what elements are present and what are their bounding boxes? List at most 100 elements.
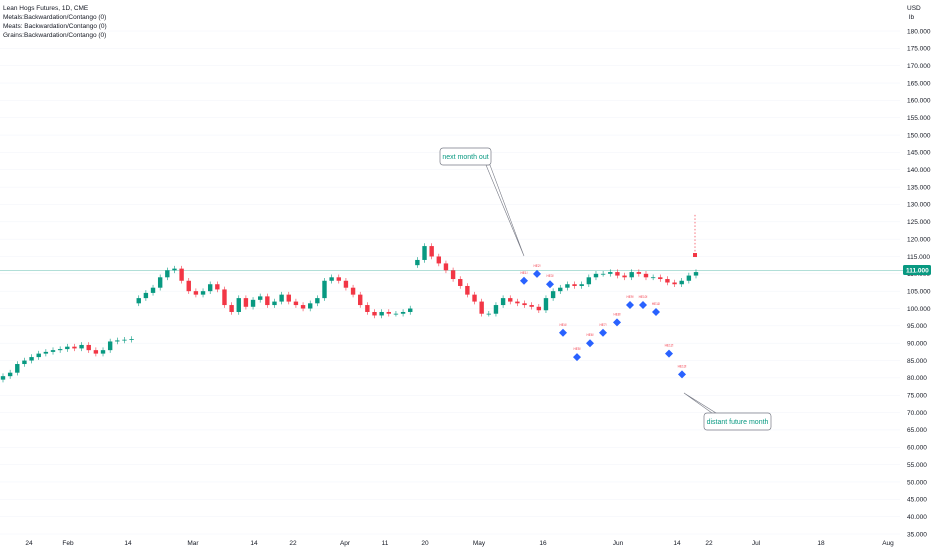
candle-body — [672, 282, 677, 285]
candle-body — [86, 344, 91, 351]
candle-body — [658, 277, 663, 280]
y-tick-label: 50.000 — [907, 479, 927, 486]
candle-body — [293, 301, 299, 306]
candle-body — [157, 277, 163, 288]
candle-body — [615, 272, 620, 276]
candle-body — [200, 291, 206, 295]
y-tick-label: 130.000 — [907, 202, 931, 209]
x-tick-label: 14 — [673, 540, 681, 547]
candle-body — [443, 263, 449, 271]
candle-body — [22, 360, 27, 365]
y-tick-label: 160.000 — [907, 98, 931, 105]
x-tick-label: 18 — [817, 540, 825, 547]
candle-body — [72, 346, 77, 349]
candle-body — [286, 294, 291, 302]
projection-candle — [693, 253, 697, 258]
x-tick-label: 20 — [421, 540, 429, 547]
y-tick-label: 120.000 — [907, 236, 931, 243]
last-price-value: 111.000 — [906, 268, 929, 275]
x-tick-label: Feb — [62, 540, 74, 547]
contract-marker[interactable] — [520, 276, 528, 285]
contract-marker[interactable] — [573, 353, 581, 362]
candle-body — [322, 280, 327, 299]
candle-body — [172, 268, 177, 271]
contract-marker-label: HE2! — [533, 264, 540, 268]
candle-body — [543, 298, 549, 311]
y-tick-label: 105.000 — [907, 288, 931, 295]
candle-body — [429, 246, 434, 257]
contract-marker[interactable] — [599, 328, 607, 337]
contract-marker[interactable] — [613, 318, 621, 327]
x-tick-label: Aug — [882, 540, 894, 547]
contract-marker-label: HE9! — [626, 295, 633, 299]
y-tick-label: 135.000 — [907, 184, 931, 191]
price-axis[interactable]: 180.000 175.000 170.000 165.000 160.000 155.0… — [907, 28, 931, 538]
unit-label: lb — [909, 14, 914, 21]
annotations: next month out distant future month — [439, 147, 772, 431]
candle-body — [279, 294, 284, 302]
candle-body — [350, 287, 356, 295]
callout-box[interactable] — [703, 412, 772, 431]
candle-body — [150, 287, 156, 293]
candle-body — [329, 277, 334, 281]
contract-marker[interactable] — [559, 328, 567, 337]
candle-body — [386, 311, 391, 314]
y-tick-label: 80.000 — [907, 375, 927, 382]
contract-marker[interactable] — [665, 349, 673, 358]
candle-body — [693, 272, 699, 276]
candle-body — [343, 280, 349, 288]
candle-body — [636, 272, 642, 274]
x-tick-label: Mar — [187, 540, 199, 547]
x-tick-label: 14 — [250, 540, 258, 547]
candle-body — [0, 376, 6, 380]
candle-body — [57, 349, 63, 351]
contract-marker[interactable] — [546, 280, 554, 289]
contract-marker[interactable] — [678, 370, 686, 379]
contract-marker[interactable] — [639, 301, 647, 310]
candle-body — [79, 344, 84, 349]
y-tick-label: 180.000 — [907, 28, 931, 35]
candle-body — [358, 294, 363, 306]
candle-body — [315, 298, 320, 304]
legend-indicator-metals[interactable]: Metals:Backwardation/Contango (0) — [3, 14, 107, 21]
candle-body — [629, 272, 634, 278]
time-axis[interactable]: 24 Feb 14 Mar 14 22 Apr 11 20 May 16 Jun 14 22 Jul 18 Au… — [25, 540, 894, 547]
chart-grid — [0, 30, 900, 535]
contract-marker[interactable] — [533, 269, 541, 278]
legend-indicator-grains[interactable]: Grains:Backwardation/Contango (0) — [3, 32, 107, 39]
candle-body — [500, 298, 506, 306]
contract-marker-label: HE8! — [613, 312, 620, 316]
y-tick-label: 85.000 — [907, 358, 927, 365]
x-tick-label: May — [473, 540, 486, 547]
callout-box[interactable] — [439, 147, 492, 166]
candle-body — [143, 292, 149, 299]
y-tick-label: 90.000 — [907, 341, 927, 348]
candle-body — [486, 313, 492, 315]
candle-body — [193, 291, 199, 295]
candle-body — [400, 311, 406, 314]
candle-body — [207, 284, 213, 292]
y-tick-label: 175.000 — [907, 46, 931, 53]
y-tick-label: 150.000 — [907, 132, 931, 139]
candle-body — [558, 287, 563, 292]
x-tick-label: 24 — [25, 540, 33, 547]
contract-marker-label: HE5! — [573, 347, 580, 351]
y-tick-label: 115.000 — [907, 254, 930, 261]
contract-marker[interactable] — [652, 307, 660, 316]
contract-marker-label: HE4! — [559, 323, 566, 327]
y-tick-label: 40.000 — [907, 514, 927, 521]
contract-markers: HE1! HE2! HE3! HE4! HE5! HE6! HE7! HE8! HE9! HE10… — [520, 264, 687, 379]
legend-indicator-meats[interactable]: Meats: Backwardation/Contango (0) — [3, 23, 107, 30]
contract-marker-label: HE7! — [599, 323, 606, 327]
candle-body — [536, 306, 542, 311]
contract-marker[interactable] — [586, 339, 594, 348]
y-tick-label: 155.000 — [907, 115, 931, 122]
contract-marker[interactable] — [626, 301, 634, 310]
x-tick-label: 11 — [382, 540, 389, 547]
candle-body — [679, 280, 684, 285]
candle-body — [179, 268, 184, 281]
candle-body — [36, 353, 41, 358]
legend-title[interactable]: Lean Hogs Futures, 1D, CME — [3, 5, 89, 12]
candle-body — [600, 273, 606, 275]
